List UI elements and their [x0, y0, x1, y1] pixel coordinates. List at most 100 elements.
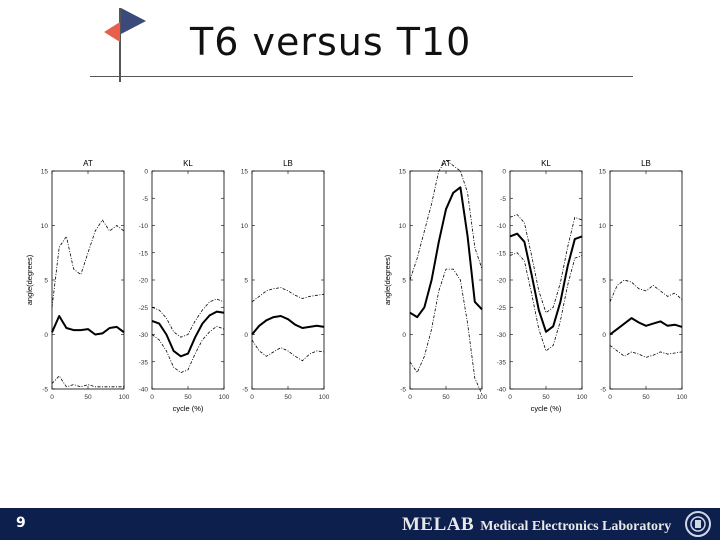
x-tick-label: 0 [608, 394, 612, 401]
series-line-mean [509, 232, 583, 333]
x-tick-label: 100 [577, 394, 588, 401]
y-tick-label: 5 [44, 278, 48, 285]
y-tick-label: -25 [497, 305, 507, 312]
y-tick-label: -5 [400, 387, 406, 394]
panel-title: AT [83, 159, 93, 168]
y-tick-label: 5 [244, 278, 248, 285]
plot-frame [409, 170, 483, 390]
x-tick-label: 50 [442, 394, 450, 401]
y-tick-label: -10 [139, 223, 149, 230]
series-line-lower [509, 252, 583, 352]
y-tick-label: -35 [139, 359, 149, 366]
y-tick-label: 15 [399, 169, 407, 176]
x-tick-label: 0 [408, 394, 412, 401]
x-tick-label: 50 [84, 394, 92, 401]
y-tick-label: -15 [139, 250, 149, 257]
page-number: 9 [16, 515, 26, 531]
footer-bar: 9 MELAB Medical Electronics Laboratory [0, 508, 720, 540]
x-tick-label: 100 [219, 394, 230, 401]
y-tick-label: 5 [602, 278, 606, 285]
y-tick-label: 15 [41, 169, 49, 176]
y-tick-label: 10 [599, 223, 607, 230]
x-axis-label: cycle (%) [531, 404, 562, 413]
slide-title: T6 versus T10 [190, 20, 472, 64]
series-line-mean [409, 186, 483, 319]
x-tick-label: 0 [250, 394, 254, 401]
y-tick-label: -20 [139, 278, 149, 285]
x-tick-label: 50 [642, 394, 650, 401]
university-seal-icon [685, 511, 711, 537]
panel-title: LB [283, 159, 293, 168]
chart-panel-t10-kl: KL -40 -35 -30 -25 -20 -15 -10 -5 0 0 50 100 cycle (%… [497, 159, 588, 413]
series-line-lower [609, 345, 683, 358]
y-tick-label: 0 [244, 332, 248, 339]
x-tick-label: 50 [184, 394, 192, 401]
series-line-upper [251, 287, 325, 303]
title-divider [90, 76, 633, 77]
y-tick-label: -25 [139, 305, 149, 312]
series-line-mean [51, 315, 125, 336]
plot-frame [251, 170, 325, 390]
x-tick-label: 50 [284, 394, 292, 401]
y-tick-label: -5 [242, 387, 248, 394]
y-tick-label: -20 [497, 278, 507, 285]
lab-short-name: MELAB [402, 514, 475, 535]
y-tick-label: 10 [399, 223, 407, 230]
panel-title: KL [541, 159, 551, 168]
y-tick-label: 10 [41, 223, 49, 230]
series-line-lower [51, 375, 124, 388]
series-line-lower [409, 268, 483, 395]
plot-frame [509, 170, 583, 390]
series-line-mean [251, 315, 325, 336]
series-line-lower [251, 339, 325, 362]
y-axis-label: angle(degrees) [383, 254, 392, 305]
x-tick-label: 100 [677, 394, 688, 401]
y-tick-label: -5 [500, 196, 506, 203]
y-tick-label: -5 [42, 387, 48, 394]
x-tick-label: 0 [508, 394, 512, 401]
y-tick-label: 0 [602, 332, 606, 339]
series-line-upper [609, 279, 683, 302]
y-tick-label: -35 [497, 359, 507, 366]
y-tick-label: 0 [144, 169, 148, 176]
lab-name: MELAB Medical Electronics Laboratory [402, 514, 671, 536]
chart-panel-t6-kl: KL -40 -35 -30 -25 -20 -15 -10 -5 0 0 50 100 cycle (%… [139, 159, 230, 413]
x-tick-label: 100 [119, 394, 130, 401]
y-tick-label: 0 [44, 332, 48, 339]
y-tick-label: -5 [142, 196, 148, 203]
series-line-upper [51, 219, 125, 308]
panel-title: LB [641, 159, 651, 168]
series-line-mean [609, 317, 683, 336]
y-tick-label: 10 [241, 223, 249, 230]
series-line-upper [509, 214, 583, 314]
x-tick-label: 100 [477, 394, 488, 401]
series-line-upper [151, 298, 225, 338]
x-tick-label: 0 [150, 394, 154, 401]
y-tick-label: -30 [139, 332, 149, 339]
plot-frame [609, 170, 683, 390]
y-tick-label: 0 [402, 332, 406, 339]
series-line-mean [151, 310, 225, 358]
x-axis-label: cycle (%) [173, 404, 204, 413]
y-tick-label: -10 [497, 223, 507, 230]
x-tick-label: 50 [542, 394, 550, 401]
series-line-lower [151, 325, 225, 374]
plot-frame [151, 170, 225, 390]
x-tick-label: 0 [50, 394, 54, 401]
y-tick-label: -40 [139, 387, 149, 394]
y-tick-label: 0 [502, 169, 506, 176]
y-axis-label: angle(degrees) [25, 254, 34, 305]
lab-full-name: Medical Electronics Laboratory [480, 519, 672, 534]
x-tick-label: 100 [319, 394, 330, 401]
plot-frame [51, 170, 125, 390]
panel-title: AT [441, 159, 451, 168]
panel-title: KL [183, 159, 193, 168]
y-tick-label: -15 [497, 250, 507, 257]
y-tick-label: -40 [497, 387, 507, 394]
y-tick-label: 15 [599, 169, 607, 176]
y-tick-label: -30 [497, 332, 507, 339]
